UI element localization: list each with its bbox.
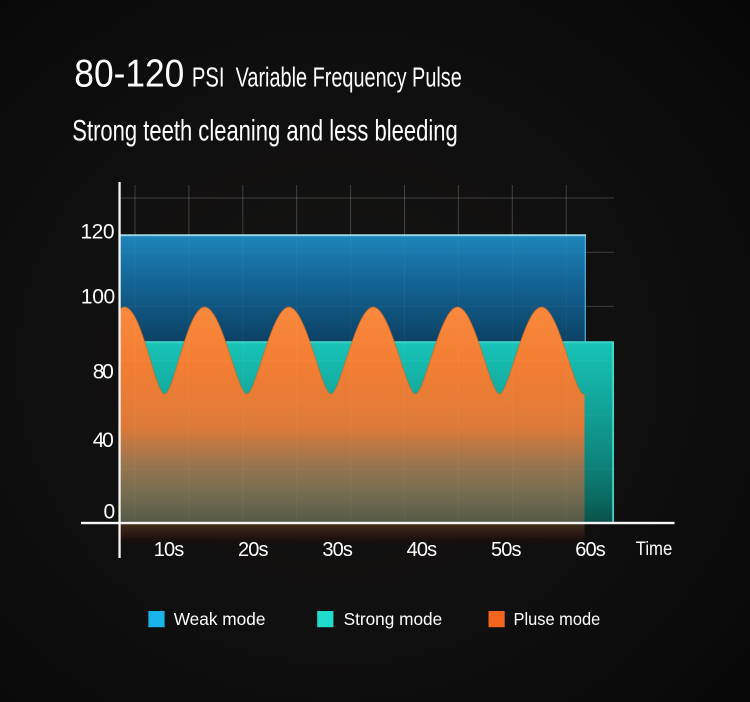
- svg-text:40: 40: [93, 429, 114, 452]
- svg-text:80: 80: [93, 361, 114, 384]
- svg-text:Weak mode: Weak mode: [174, 609, 266, 629]
- svg-text:0: 0: [104, 500, 116, 523]
- svg-text:Pluse mode: Pluse mode: [514, 609, 601, 629]
- svg-text:Variable Frequency Pulse: Variable Frequency Pulse: [236, 61, 462, 92]
- svg-text:40s: 40s: [407, 539, 438, 561]
- svg-text:100: 100: [81, 286, 115, 309]
- svg-text:120: 120: [81, 220, 115, 243]
- svg-text:50s: 50s: [491, 539, 522, 561]
- svg-text:80-120: 80-120: [74, 53, 184, 96]
- svg-text:20s: 20s: [238, 539, 268, 561]
- svg-text:Time: Time: [636, 539, 673, 560]
- svg-text:Strong mode: Strong mode: [344, 609, 443, 629]
- svg-text:Strong teeth cleaning and less: Strong teeth cleaning and less bleeding: [72, 114, 457, 147]
- svg-text:PSI: PSI: [192, 62, 225, 93]
- svg-text:30s: 30s: [322, 539, 353, 561]
- svg-text:60s: 60s: [575, 539, 606, 561]
- svg-text:10s: 10s: [154, 539, 185, 561]
